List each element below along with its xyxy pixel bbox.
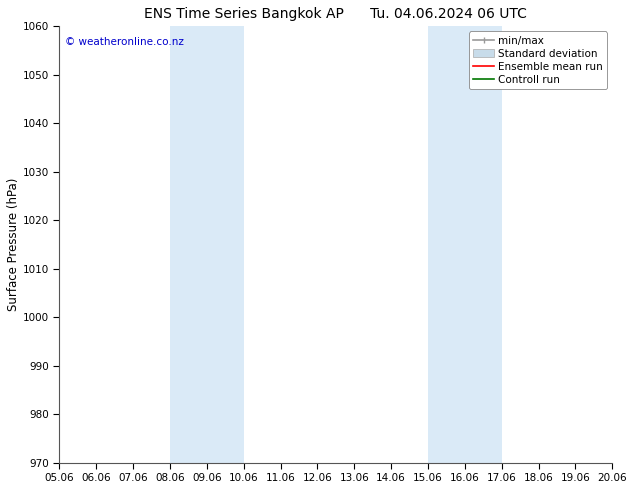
Text: © weatheronline.co.nz: © weatheronline.co.nz [65, 37, 184, 47]
Bar [428, 26, 501, 463]
Bar [170, 26, 243, 463]
Legend: min/max, Standard deviation, Ensemble mean run, Controll run: min/max, Standard deviation, Ensemble me… [469, 31, 607, 89]
Title: ENS Time Series Bangkok AP      Tu. 04.06.2024 06 UTC: ENS Time Series Bangkok AP Tu. 04.06.202… [145, 7, 527, 21]
Y-axis label: Surface Pressure (hPa): Surface Pressure (hPa) [7, 178, 20, 311]
